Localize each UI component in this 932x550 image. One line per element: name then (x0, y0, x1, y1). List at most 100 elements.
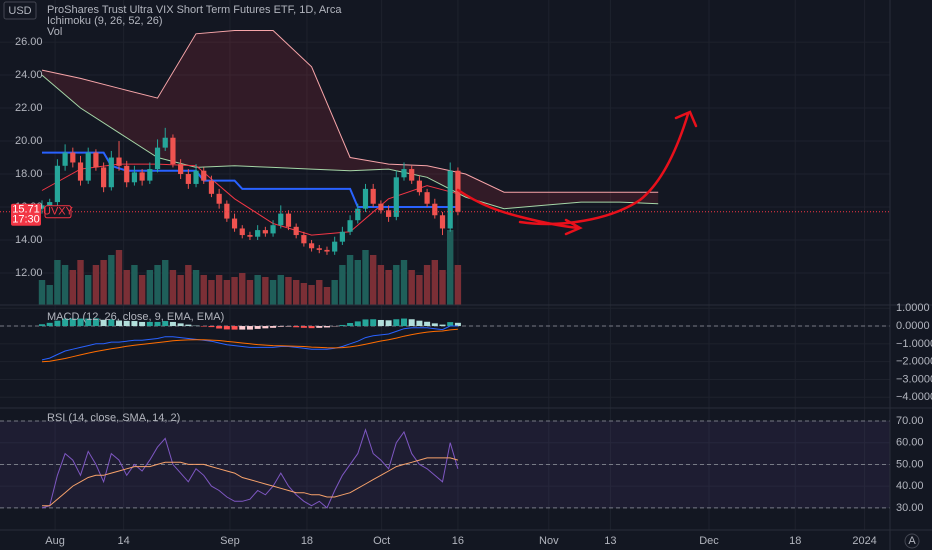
y-tick-label: 20.00 (15, 135, 43, 147)
y-tick-label: 12.00 (15, 267, 43, 279)
candle-body (224, 203, 230, 219)
candle-body (401, 169, 407, 178)
macd-histogram-bar (354, 321, 361, 327)
volume-bar (208, 280, 215, 305)
symbol-box (44, 205, 72, 219)
macd-histogram-bar (154, 321, 161, 327)
volume-bar (61, 265, 69, 305)
y2-tick-label: −2.0000 (896, 356, 932, 368)
macd-histogram-bar (447, 322, 454, 327)
volume-bar (316, 280, 323, 305)
volume-bar (385, 270, 392, 305)
volume-bar (223, 280, 231, 305)
candle-body (293, 226, 299, 236)
candle-body (77, 162, 84, 181)
y2-tick-label: 1.0000 (896, 302, 930, 314)
candle-body (47, 202, 53, 206)
candle-body (347, 220, 353, 232)
macd-histogram-bar (92, 318, 99, 327)
candle-body (370, 188, 376, 204)
volume-bar (108, 255, 115, 305)
macd-histogram-bar (439, 324, 446, 327)
volume-bar (439, 270, 446, 305)
candle-body (54, 165, 61, 203)
span-a-line (41, 74, 659, 210)
y2-tick-label: −1.0000 (896, 338, 932, 350)
volume-bar (323, 287, 331, 305)
volume-bar (331, 280, 338, 305)
candle-body (324, 249, 330, 252)
macd-histogram-bar (416, 320, 423, 327)
x-tick-label: 13 (604, 535, 616, 547)
candle-body (193, 170, 199, 184)
candle-body (424, 192, 430, 204)
macd-histogram-bar (223, 326, 230, 330)
volume-bar (285, 277, 292, 305)
y2-tick-label: 0.0000 (896, 320, 930, 332)
macd-histogram-bar (300, 326, 307, 328)
macd-histogram-bar (377, 319, 384, 327)
volume-bar (292, 280, 300, 305)
volume-bar (92, 265, 100, 305)
volume-bar (400, 260, 408, 305)
volume-bar (46, 285, 53, 305)
volume-bar (277, 275, 284, 305)
candle-body (262, 230, 268, 234)
macd-histogram-bar (285, 326, 292, 327)
rsi-panel (0, 420, 890, 509)
macd-histogram-bar (208, 326, 215, 328)
candle-body (378, 203, 384, 211)
last-price-label: 15.71 (12, 204, 40, 216)
macd-histogram-bar (408, 319, 415, 327)
macd-histogram-bar (169, 321, 176, 327)
macd-histogram-bar (62, 318, 69, 327)
candle-body (216, 193, 222, 204)
candle-body (432, 203, 438, 216)
y2-tick-label: −4.0000 (896, 391, 932, 403)
macd-line (41, 328, 458, 363)
x-tick-label: Aug (45, 535, 65, 547)
macd-histogram-bar (370, 319, 377, 327)
macd-histogram-bar (216, 326, 223, 329)
candle-body (439, 215, 446, 229)
volume-bar (339, 265, 346, 305)
macd-histogram-bar (393, 319, 400, 327)
macd-line (41, 325, 458, 361)
auto-scale-label[interactable]: A (908, 535, 916, 547)
volume-bar (246, 280, 254, 305)
candle-body (362, 188, 369, 209)
macd-histogram-bar (424, 321, 431, 327)
macd-histogram-bar (277, 326, 284, 327)
y-tick-label: 24.00 (15, 69, 43, 81)
candle-body (170, 137, 176, 165)
volume-bar (254, 275, 261, 305)
macd-histogram-bar (262, 326, 269, 329)
macd-histogram-bar (77, 318, 84, 327)
macd-histogram-bar (239, 326, 246, 330)
volume-bar (38, 280, 46, 305)
macd-histogram-bar (85, 318, 92, 327)
macd-histogram-bar (454, 322, 461, 327)
volume-bar (69, 270, 77, 305)
auto-scale-button[interactable] (904, 533, 920, 549)
volume-bar (431, 260, 439, 305)
candle-body (154, 147, 161, 170)
indicator-label: Vol (47, 26, 62, 38)
volume-bar (169, 270, 177, 305)
x-tick-label: 14 (118, 535, 130, 547)
macd-histogram-bar (347, 322, 354, 327)
x-tick-label: 18 (301, 535, 313, 547)
y-tick-label: 22.00 (15, 102, 43, 114)
macd-histogram-bar (108, 319, 115, 327)
candle-body (332, 241, 338, 252)
macd-histogram-bar (139, 321, 146, 327)
macd-histogram-bar (231, 326, 238, 330)
candle-body (93, 152, 99, 168)
macd-histogram-bar (431, 323, 438, 327)
macd-histogram-bar (116, 320, 123, 327)
candle-body (270, 225, 276, 234)
macd-histogram-bar (339, 324, 346, 327)
candle-body (416, 180, 423, 193)
